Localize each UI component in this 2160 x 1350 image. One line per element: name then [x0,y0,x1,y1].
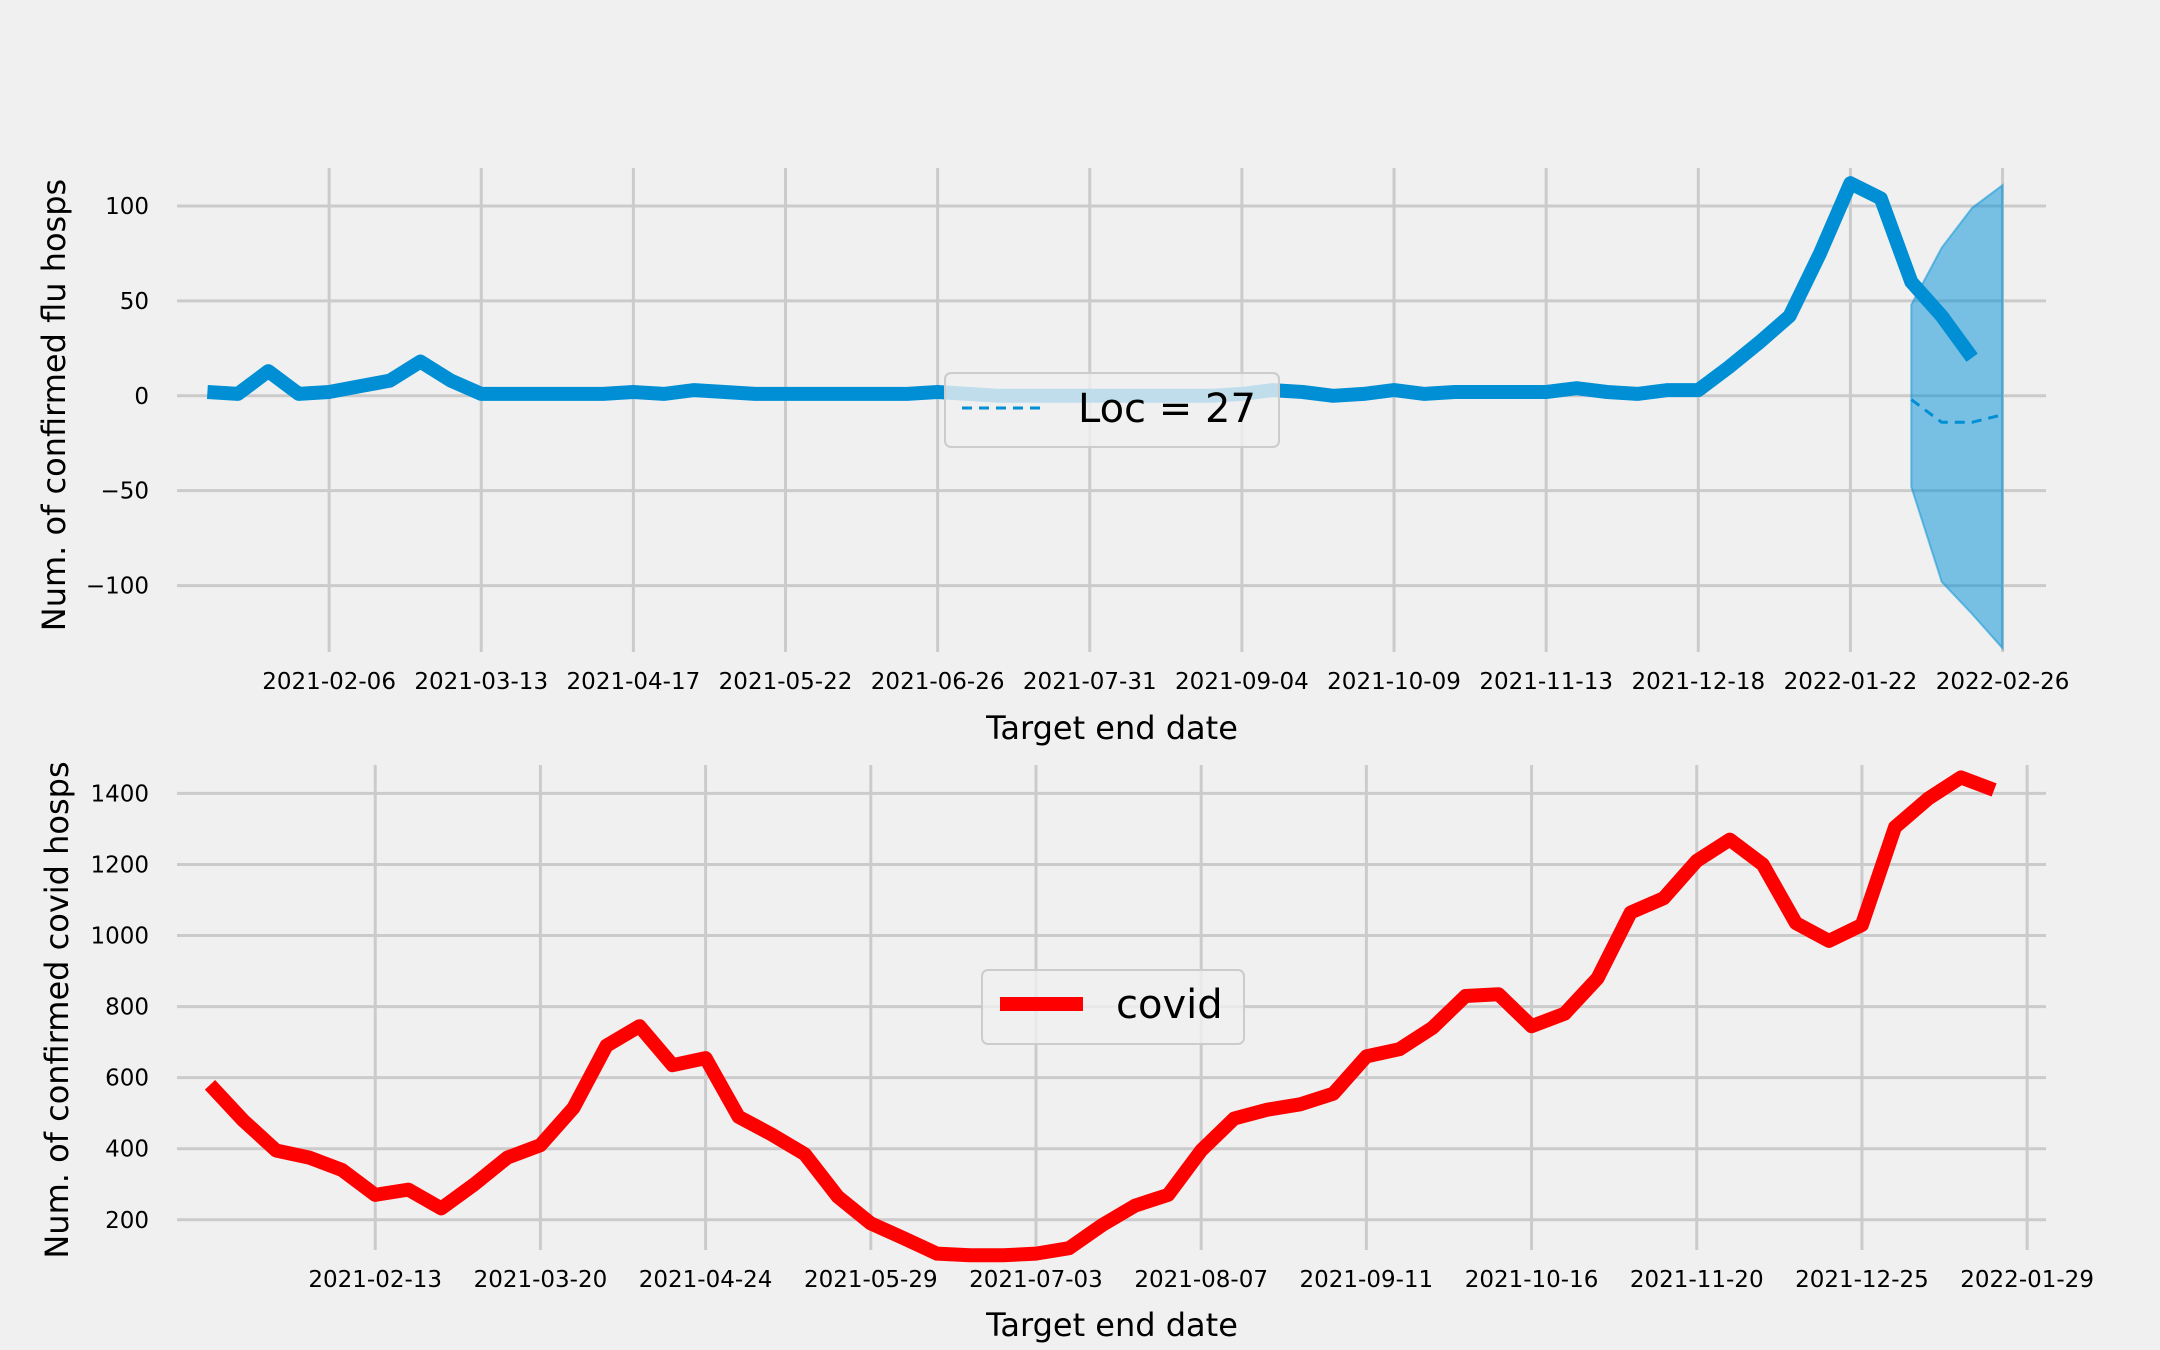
x-tick-label: 2021-12-18 [1631,669,1765,695]
x-tick-label: 2021-05-29 [804,1267,938,1293]
covid-x-axis-label: Target end date [985,1306,1238,1344]
covid-series-line [204,770,1997,1263]
covid-grid [177,765,2046,1250]
x-tick-label: 2021-10-09 [1327,669,1461,695]
x-tick-label: 2021-03-20 [474,1267,608,1293]
flu-x-axis-label: Target end date [985,709,1238,747]
x-tick-label: 2021-10-16 [1465,1267,1599,1293]
covid-chart: 2021-02-13 2021-03-20 2021-04-24 2021-05-29… [38,761,2094,1344]
covid-y-tick-labels: 1400 1200 1000 800 600 400 200 [90,781,149,1233]
flu-y-tick-labels: 100 50 0 −50 −100 [86,194,149,600]
covid-y-axis-label: Num. of confirmed covid hosps [38,761,76,1258]
covid-x-tick-labels: 2021-02-13 2021-03-20 2021-04-24 2021-05-29… [308,1267,2094,1293]
y-tick-label: 800 [105,995,149,1021]
y-tick-label: 400 [105,1137,149,1163]
flu-legend-box [944,372,1280,448]
x-tick-label: 2021-07-03 [969,1267,1103,1293]
y-tick-label: −100 [86,574,149,600]
flu-forecast-median-line [1910,398,2003,424]
x-tick-label: 2021-09-11 [1300,1267,1434,1293]
x-tick-label: 2022-01-22 [1784,669,1918,695]
x-tick-label: 2021-02-06 [262,669,396,695]
x-tick-label: 2021-04-17 [567,669,701,695]
x-tick-label: 2022-01-29 [1960,1267,2094,1293]
x-tick-label: 2021-08-07 [1134,1267,1268,1293]
x-tick-label: 2021-12-25 [1795,1267,1929,1293]
flu-legend-label: Loc = 27 [1078,386,1256,432]
y-tick-label: 0 [134,384,149,410]
covid-legend-label: covid [1116,982,1223,1028]
flu-y-axis-label: Num. of confirmed flu hosps [35,179,73,631]
x-tick-label: 2021-11-13 [1479,669,1613,695]
x-tick-label: 2021-11-20 [1630,1267,1764,1293]
y-tick-label: 200 [105,1208,149,1234]
covid-legend: covid [981,969,1245,1045]
flu-x-tick-labels: 2021-02-06 2021-03-13 2021-04-17 2021-05-22… [262,669,2069,695]
x-tick-label: 2021-05-22 [719,669,853,695]
flu-chart: 2021-02-06 2021-03-13 2021-04-17 2021-05-22… [35,168,2069,747]
x-tick-label: 2021-06-26 [871,669,1005,695]
x-tick-label: 2021-04-24 [639,1267,773,1293]
x-tick-label: 2021-07-31 [1023,669,1157,695]
y-tick-label: 600 [105,1066,149,1092]
y-tick-label: 1400 [90,781,149,807]
x-tick-label: 2021-02-13 [308,1267,442,1293]
x-tick-label: 2021-09-04 [1175,669,1309,695]
x-tick-label: 2022-02-26 [1936,669,2070,695]
covid-legend-box [981,969,1245,1045]
x-tick-label: 2021-03-13 [414,669,548,695]
y-tick-label: 50 [120,289,149,315]
flu-legend: Loc = 27 [944,372,1280,448]
y-tick-label: 100 [105,194,149,220]
y-tick-label: 1000 [90,924,149,950]
y-tick-label: 1200 [90,852,149,878]
y-tick-label: −50 [100,479,149,505]
